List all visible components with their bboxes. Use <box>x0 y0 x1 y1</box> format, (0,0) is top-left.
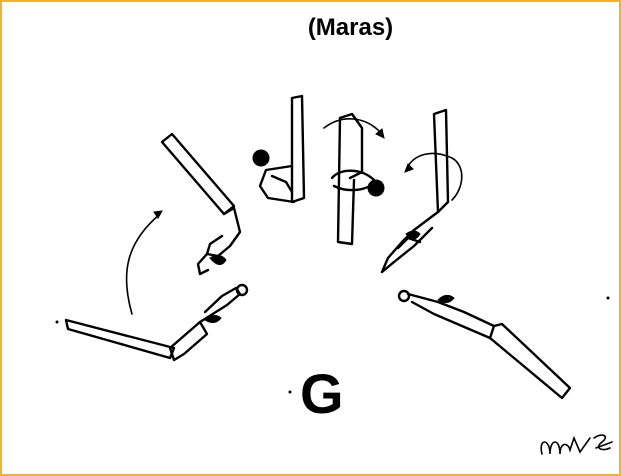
artist-signature <box>540 434 613 455</box>
gymnast-pose-4 <box>330 112 385 246</box>
speck-marks <box>55 296 610 394</box>
rotation-arrow-top <box>323 118 385 139</box>
element-title: (Maras) <box>307 14 394 41</box>
difficulty-label: G <box>300 362 344 425</box>
gymnast-pose-1 <box>64 283 249 362</box>
gymnast-pose-3 <box>252 94 306 204</box>
gymnast-pose-5 <box>380 108 463 274</box>
rotation-arrow-left <box>125 210 163 315</box>
gymnast-pose-6 <box>397 289 572 400</box>
gymnast-pose-2 <box>160 132 242 276</box>
